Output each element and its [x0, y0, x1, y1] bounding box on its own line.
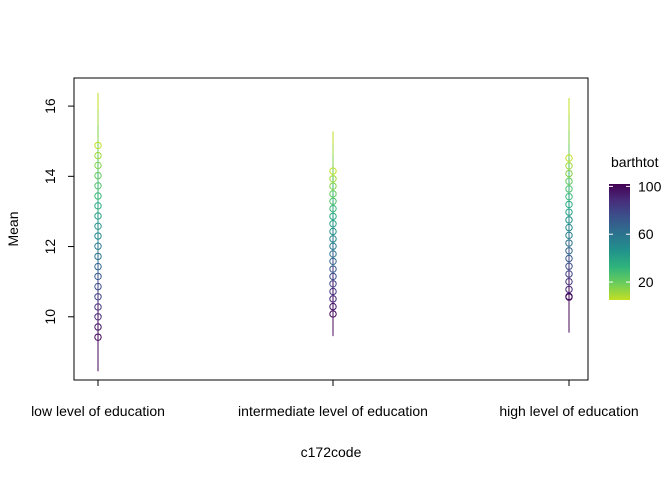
mean-point — [329, 310, 337, 318]
mean-point — [565, 200, 573, 209]
x-tick-label: high level of education — [499, 403, 638, 419]
mean-point — [94, 161, 102, 170]
mean-point — [329, 287, 337, 296]
y-tick-label: 10 — [42, 309, 58, 325]
mean-point — [329, 190, 337, 198]
mean-point — [565, 285, 573, 294]
mean-point — [329, 272, 337, 281]
legend-tick-label: 60 — [638, 226, 654, 242]
mean-point — [565, 247, 573, 255]
mean-point — [94, 293, 102, 301]
mean-point — [565, 216, 573, 224]
x-tick-label: low level of education — [31, 403, 165, 419]
mean-point — [565, 231, 573, 240]
mean-point — [329, 250, 337, 258]
mean-point — [565, 169, 573, 178]
mean-point — [329, 167, 337, 175]
mean-point — [94, 232, 102, 240]
mean-point — [94, 222, 102, 230]
y-axis-label: Mean — [5, 211, 21, 246]
mean-point — [94, 323, 102, 331]
mean-point — [565, 185, 573, 193]
mean-point — [329, 235, 337, 243]
mean-point — [329, 197, 337, 205]
mean-point — [565, 177, 573, 185]
mean-point — [94, 333, 102, 341]
mean-point — [329, 242, 337, 250]
mean-point — [329, 212, 337, 221]
mean-point — [565, 262, 573, 270]
mean-point — [329, 175, 337, 183]
mean-point — [565, 154, 573, 162]
mean-point — [94, 192, 102, 200]
mean-point — [565, 223, 573, 232]
mean-point — [329, 227, 337, 236]
y-tick-label: 16 — [42, 98, 58, 114]
mean-point — [329, 204, 337, 213]
mean-point — [94, 242, 102, 250]
mean-point — [94, 182, 102, 190]
mean-point — [94, 272, 102, 281]
mean-point — [329, 257, 337, 266]
legend-tick-label: 20 — [638, 274, 654, 290]
legend-colorbar — [609, 184, 630, 300]
mean-point — [329, 295, 337, 303]
y-tick-label: 12 — [42, 239, 58, 255]
mean-point — [565, 277, 573, 286]
mean-point — [94, 313, 102, 321]
mean-point — [94, 212, 102, 220]
x-axis-label: c172code — [301, 444, 362, 460]
mean-point — [94, 171, 102, 180]
mean-point — [565, 162, 573, 170]
mean-point — [94, 282, 102, 291]
mean-point — [94, 151, 102, 160]
series-2 — [329, 131, 337, 337]
mean-point — [94, 141, 102, 150]
mean-point — [94, 303, 102, 311]
mean-point — [565, 254, 573, 263]
mean-point — [94, 252, 102, 261]
series-1 — [94, 92, 102, 372]
mean-point — [565, 239, 573, 247]
legend-title: barthtot — [611, 154, 659, 170]
y-tick-label: 14 — [42, 168, 58, 184]
mean-point — [565, 192, 573, 201]
mean-point — [329, 182, 337, 190]
mean-point — [329, 280, 337, 288]
series-3 — [565, 98, 573, 333]
x-tick-label: intermediate level of education — [238, 403, 428, 419]
mean-point — [565, 270, 573, 278]
y-axis: 10 12 14 16 — [42, 98, 75, 325]
data-layer — [94, 92, 573, 372]
mean-point — [565, 292, 573, 301]
mean-point — [329, 265, 337, 273]
legend-ticks: 20 60 100 — [609, 178, 662, 290]
mean-point — [94, 202, 102, 210]
legend: barthtot 20 60 100 — [609, 154, 662, 300]
mean-point — [329, 302, 337, 311]
x-axis: low level of education intermediate level… — [31, 379, 639, 419]
mean-point — [329, 220, 337, 228]
mean-point — [565, 208, 573, 216]
mean-point — [94, 262, 102, 271]
legend-tick-label: 100 — [638, 178, 662, 194]
